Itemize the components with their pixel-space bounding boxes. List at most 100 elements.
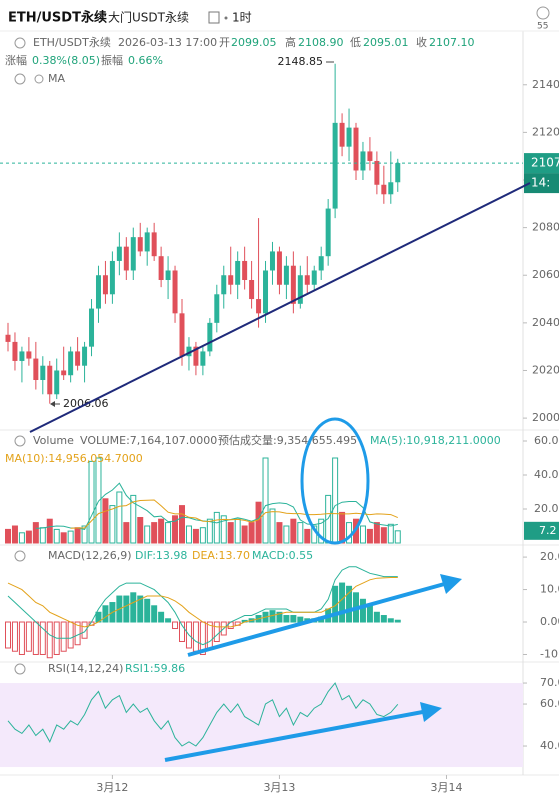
candle-body [172, 270, 178, 314]
collapse-icon[interactable] [14, 37, 26, 49]
candle-body [221, 275, 227, 295]
volume-bar [144, 525, 151, 544]
y-tick-label: 20.00 [540, 550, 559, 563]
candle-body [207, 322, 213, 352]
symbol[interactable]: ETH/USDT永续 [8, 10, 107, 26]
candle-body [332, 122, 338, 209]
time: 2026-03-13 17:00 [118, 36, 217, 49]
change-label: 涨幅 [5, 54, 27, 67]
macd-bar [346, 585, 353, 623]
volume-bar [88, 460, 95, 544]
volume-bar [297, 522, 304, 544]
y-tick-label: 2080 [532, 221, 559, 234]
countdown-badge [524, 173, 559, 194]
collapse-icon[interactable] [14, 435, 26, 447]
legend-entry: DEA:13.70 [192, 549, 250, 562]
candle-body [137, 237, 143, 252]
y-tick-label: 20.0 [534, 502, 559, 515]
candle-body [151, 232, 157, 257]
legend-entry: RSI1:59.86 [125, 662, 185, 675]
info-value: 2108.90 [298, 36, 344, 49]
eye-icon[interactable] [34, 74, 44, 84]
candle-body [276, 251, 282, 285]
volume-bar [95, 457, 102, 544]
candle-body [214, 294, 220, 323]
candle-body [339, 122, 345, 147]
macd-bar [60, 621, 67, 652]
macd-bar [158, 611, 165, 623]
candle-body [47, 365, 53, 395]
badge-icon[interactable] [536, 6, 550, 20]
candle-body [33, 358, 39, 380]
macd-bar [297, 616, 304, 623]
x-tick-label: 3月14 [430, 781, 462, 794]
volume-bar [339, 511, 346, 544]
volume-bar [165, 522, 172, 544]
candle-body [61, 370, 67, 376]
candle-body [82, 346, 88, 366]
volume-bar [172, 515, 179, 544]
subtitle: 大门USDT永续 [108, 10, 189, 25]
macd-bar [151, 605, 158, 623]
interval[interactable]: 1时 [232, 11, 252, 25]
last-price-badge [524, 153, 559, 174]
candle-body [283, 265, 289, 285]
indicator-line [7, 577, 398, 628]
candle-body [116, 246, 122, 261]
volume-bar [304, 528, 311, 544]
candle-body [228, 275, 234, 285]
candle-body [123, 246, 129, 271]
candle-body [193, 346, 199, 366]
arrow [187, 581, 449, 657]
macd-bar [11, 621, 18, 652]
candle-body [102, 275, 108, 295]
candle-body [130, 237, 136, 271]
collapse-icon[interactable] [14, 73, 26, 85]
countdown: 14: [531, 176, 550, 190]
macd-bar [137, 595, 144, 623]
collapse-icon[interactable] [14, 663, 26, 675]
y-tick-label: 40.0 [534, 468, 559, 481]
macd-bar [25, 621, 32, 652]
arrow-head [420, 702, 442, 722]
candle-body [179, 313, 185, 357]
legend-entry: MACD:0.55 [252, 549, 313, 562]
candle-body [75, 351, 81, 366]
legend-entry: MA(5):10,918,211.0000 [370, 434, 501, 447]
macd-bar [283, 615, 290, 623]
volume-bar [394, 530, 401, 544]
annotation: 2148.85 [278, 55, 324, 68]
last-volume-label: 7.2 [539, 524, 557, 537]
macd-bar [213, 621, 220, 642]
volume-bar [283, 525, 290, 544]
y-tick-label: 2000 [532, 411, 559, 424]
volume-bar [213, 511, 220, 544]
volume-bar [11, 525, 18, 544]
macd-bar [172, 621, 179, 630]
macd-bar [192, 621, 199, 652]
candle-body [5, 334, 11, 342]
collapse-icon[interactable] [14, 550, 26, 562]
badge: 55 [537, 22, 548, 32]
candle-body [325, 208, 331, 257]
candle-body [311, 270, 317, 285]
volume-bar [276, 522, 283, 544]
x-tick-label: 3月13 [263, 781, 295, 794]
macd-bar [276, 611, 283, 623]
y-tick-label: 10.00 [540, 583, 559, 596]
edit-icon[interactable] [208, 11, 220, 24]
legend-entry: VOLUME:7,164,107.0000 [80, 434, 217, 447]
arrow-head [440, 574, 462, 594]
volume-bar [192, 528, 199, 544]
y-tick-label: 40.00 [540, 739, 559, 752]
macd-bar [359, 598, 366, 623]
change-label: 振幅 [101, 53, 123, 67]
volume-bar [109, 505, 116, 544]
y-tick-label: 0.00 [540, 615, 559, 628]
volume-bar [53, 528, 60, 544]
y-tick-label: 2040 [532, 316, 559, 329]
volume-bar [158, 518, 165, 544]
candle-body [367, 151, 373, 161]
candle-body [304, 275, 310, 285]
